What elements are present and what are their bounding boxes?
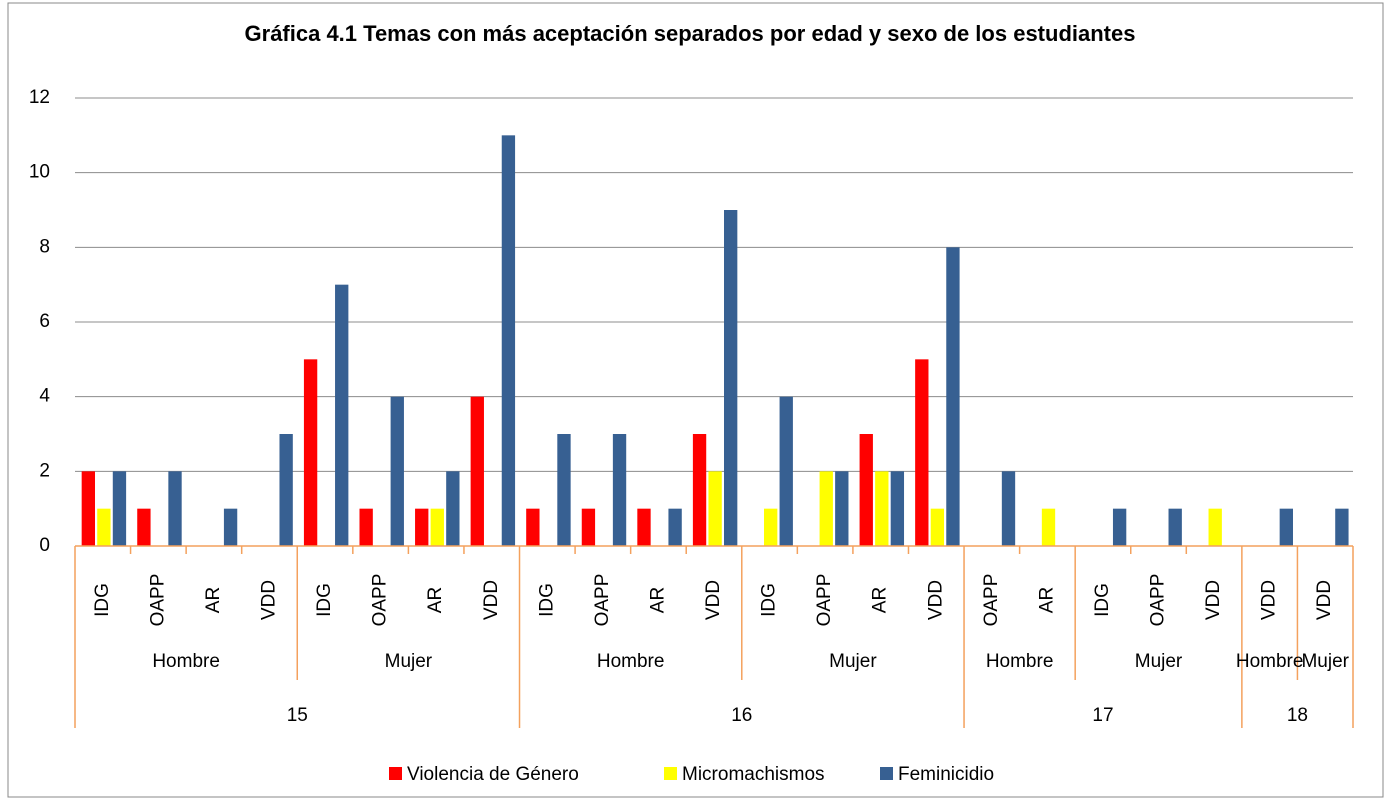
bar (81, 471, 96, 546)
bar (946, 247, 960, 547)
bar (415, 508, 429, 546)
x-tick-label: AR (1036, 587, 1057, 613)
x-tick-label: AR (647, 587, 668, 613)
x-tick-label: OAPP (147, 574, 168, 627)
x-tick-label: VDD (1259, 580, 1280, 620)
x-subgroup-label: Mujer (829, 651, 877, 672)
bar (668, 508, 682, 546)
bar (430, 508, 444, 546)
bar (1112, 508, 1127, 546)
x-tick-label: AR (870, 587, 891, 613)
bar (724, 210, 738, 546)
x-tick-label: IDG (314, 583, 335, 617)
x-group-label: 15 (287, 705, 308, 726)
bar (1001, 471, 1016, 546)
bar (1041, 508, 1056, 546)
bar (303, 359, 318, 546)
x-subgroup-label: Mujer (1135, 651, 1183, 672)
bar (890, 471, 905, 546)
x-tick-label: IDG (1092, 583, 1113, 617)
x-tick-label: VDD (703, 580, 724, 620)
x-subgroup-label: Mujer (385, 651, 433, 672)
y-tick-label: 10 (29, 162, 50, 183)
legend-swatch (389, 767, 402, 780)
x-tick-label: AR (425, 587, 446, 613)
x-tick-label: IDG (536, 583, 557, 617)
x-tick-label: VDD (481, 580, 502, 620)
bar (819, 471, 833, 546)
legend-label: Violencia de Género (407, 764, 579, 785)
x-subgroup-label: Hombre (986, 651, 1054, 672)
y-tick-label: 8 (39, 236, 50, 257)
bar (930, 508, 945, 546)
bar (779, 396, 793, 546)
bar (501, 135, 516, 547)
bar (1335, 508, 1349, 546)
legend-swatch (880, 767, 893, 780)
bar (470, 396, 484, 546)
bar (137, 508, 151, 546)
bar (581, 508, 596, 546)
x-tick-label: OAPP (370, 574, 391, 627)
bar (1168, 508, 1182, 546)
x-tick-label: IDG (92, 583, 113, 617)
bar (223, 508, 238, 546)
x-tick-label: VDD (258, 580, 279, 620)
x-tick-label: VDD (1314, 580, 1335, 620)
bar (875, 471, 889, 546)
legend-label: Micromachismos (682, 764, 825, 785)
bar (764, 508, 778, 546)
chart-title: Gráfica 4.1 Temas con más aceptación sep… (245, 21, 1136, 46)
x-tick-label: IDG (759, 583, 780, 617)
bar (97, 508, 111, 546)
x-group-label: 17 (1092, 705, 1113, 726)
bar (446, 471, 460, 546)
x-tick-label: AR (203, 587, 224, 613)
x-subgroup-label: Mujer (1301, 651, 1349, 672)
bar (335, 284, 349, 546)
y-tick-label: 12 (29, 87, 50, 108)
x-tick-label: VDD (1203, 580, 1224, 620)
bar (526, 508, 540, 546)
y-tick-label: 2 (39, 460, 50, 481)
bar (637, 508, 651, 546)
x-tick-label: VDD (925, 580, 946, 620)
bar (168, 471, 182, 546)
bar (612, 434, 627, 546)
bar (557, 434, 571, 546)
bar (692, 434, 707, 546)
y-tick-label: 0 (39, 535, 50, 556)
bar (112, 471, 127, 546)
x-subgroup-label: Hombre (597, 651, 665, 672)
legend-label: Feminicidio (898, 764, 994, 785)
x-tick-label: OAPP (592, 574, 613, 627)
bar (915, 359, 929, 546)
x-tick-label: OAPP (981, 574, 1002, 627)
bar (390, 396, 404, 546)
legend-swatch (664, 767, 677, 780)
y-tick-label: 4 (39, 386, 50, 407)
bar (359, 508, 373, 546)
x-subgroup-label: Hombre (1236, 651, 1304, 672)
x-group-label: 18 (1287, 705, 1308, 726)
x-tick-label: OAPP (814, 574, 835, 627)
bar (1208, 508, 1222, 546)
x-subgroup-label: Hombre (152, 651, 220, 672)
x-tick-label: OAPP (1148, 574, 1169, 627)
bar (708, 471, 722, 546)
bar (279, 434, 293, 546)
bar (835, 471, 849, 546)
bar (859, 434, 873, 546)
x-group-label: 16 (731, 705, 752, 726)
y-tick-label: 6 (39, 311, 50, 332)
chart-frame (7, 2, 1384, 798)
bar (1279, 508, 1293, 546)
